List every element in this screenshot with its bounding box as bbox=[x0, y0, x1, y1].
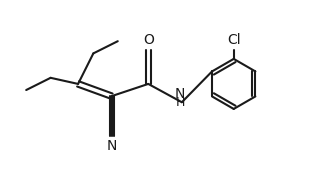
Text: H: H bbox=[176, 96, 185, 109]
Text: Cl: Cl bbox=[227, 33, 240, 47]
Text: N: N bbox=[107, 139, 117, 153]
Text: O: O bbox=[143, 33, 154, 47]
Text: N: N bbox=[175, 87, 186, 101]
